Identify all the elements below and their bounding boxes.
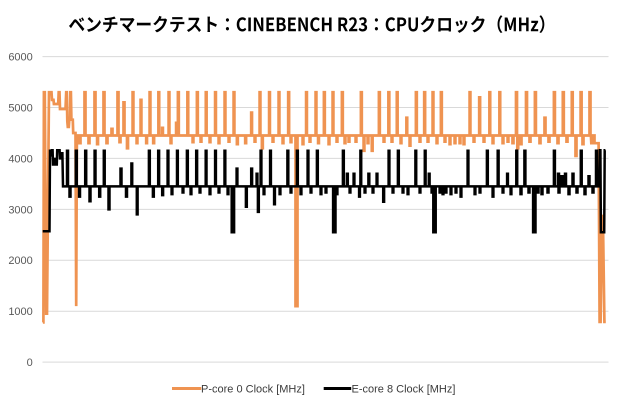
svg-text:2000: 2000	[8, 255, 32, 267]
svg-text:1000: 1000	[8, 306, 32, 318]
svg-text:6000: 6000	[8, 52, 32, 64]
svg-text:5000: 5000	[8, 102, 32, 114]
svg-text:4000: 4000	[8, 153, 32, 165]
svg-text:P-core 0 Clock [MHz]: P-core 0 Clock [MHz]	[201, 383, 305, 395]
svg-text:3000: 3000	[8, 204, 32, 216]
svg-text:E-core 8 Clock [MHz]: E-core 8 Clock [MHz]	[352, 383, 456, 395]
svg-text:0: 0	[27, 357, 33, 369]
